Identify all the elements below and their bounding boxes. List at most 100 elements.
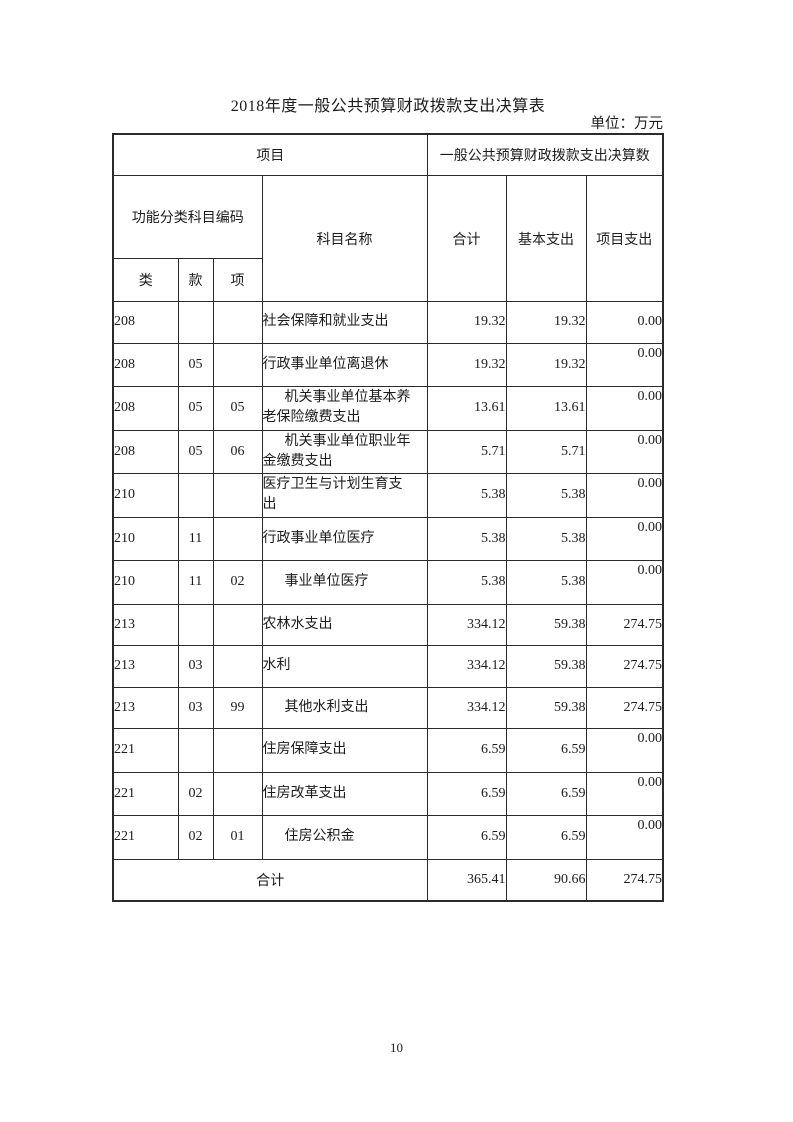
header-project-expenditure: 项目支出 bbox=[585, 175, 664, 302]
project-expenditure-cell: 274.75 bbox=[585, 645, 664, 688]
table-row: 210 11 02 事业单位医疗 5.38 5.38 0.00 bbox=[112, 560, 664, 605]
item-code-cell bbox=[212, 301, 263, 344]
project-expenditure-cell: 274.75 bbox=[585, 686, 664, 729]
item-code-cell: 99 bbox=[212, 686, 263, 729]
class-code-cell: 210 bbox=[112, 560, 179, 605]
table-row: 210 医疗卫生与计划生育支 出 5.38 5.38 0.00 bbox=[112, 473, 664, 518]
table-row: 213 农林水支出 334.12 59.38 274.75 bbox=[112, 603, 664, 646]
header-code-class: 类 bbox=[112, 258, 179, 302]
item-code-cell bbox=[212, 516, 263, 561]
header-total: 合计 bbox=[426, 175, 507, 302]
project-expenditure-cell: 0.00 bbox=[585, 342, 664, 387]
class-code-cell: 221 bbox=[112, 728, 179, 773]
total-cell: 13.61 bbox=[426, 386, 507, 431]
header-subject-name: 科目名称 bbox=[261, 175, 428, 302]
section-code-cell: 05 bbox=[177, 342, 214, 387]
item-code-cell: 05 bbox=[212, 386, 263, 431]
section-code-cell: 02 bbox=[177, 771, 214, 816]
section-code-cell: 05 bbox=[177, 386, 214, 431]
table-row: 210 11 行政事业单位医疗 5.38 5.38 0.00 bbox=[112, 516, 664, 561]
item-code-cell: 06 bbox=[212, 429, 263, 474]
total-cell: 334.12 bbox=[426, 686, 507, 729]
class-code-cell: 213 bbox=[112, 603, 179, 646]
total-sum-cell: 365.41 bbox=[426, 858, 507, 901]
total-project-cell: 274.75 bbox=[585, 858, 664, 901]
item-code-cell bbox=[212, 728, 263, 773]
class-code-cell: 213 bbox=[112, 686, 179, 729]
section-code-cell: 11 bbox=[177, 516, 214, 561]
table-row: 208 社会保障和就业支出 19.32 19.32 0.00 bbox=[112, 301, 664, 344]
project-expenditure-cell: 0.00 bbox=[585, 728, 664, 773]
item-code-cell bbox=[212, 771, 263, 816]
project-expenditure-cell: 0.00 bbox=[585, 473, 664, 518]
table-row: 213 03 水利 334.12 59.38 274.75 bbox=[112, 645, 664, 688]
total-cell: 5.71 bbox=[426, 429, 507, 474]
item-code-cell bbox=[212, 342, 263, 387]
section-code-cell bbox=[177, 301, 214, 344]
section-code-cell bbox=[177, 603, 214, 646]
basic-expenditure-cell: 19.32 bbox=[505, 342, 587, 387]
table-row: 221 02 01 住房公积金 6.59 6.59 0.00 bbox=[112, 815, 664, 860]
subject-name-cell: 其他水利支出 bbox=[261, 686, 428, 729]
project-expenditure-cell: 0.00 bbox=[585, 301, 664, 344]
subject-name-cell: 行政事业单位离退休 bbox=[261, 342, 428, 387]
subject-name-cell: 事业单位医疗 bbox=[261, 560, 428, 605]
budget-table: 项目 一般公共预算财政拨款支出决算数 功能分类科目编码 科目名称 合计 基本支出… bbox=[112, 133, 664, 902]
header-basic-expenditure: 基本支出 bbox=[505, 175, 587, 302]
item-code-cell: 02 bbox=[212, 560, 263, 605]
page-title: 2018年度一般公共预算财政拨款支出决算表 bbox=[230, 98, 546, 115]
project-expenditure-cell: 0.00 bbox=[585, 771, 664, 816]
header-code-item: 项 bbox=[212, 258, 263, 302]
class-code-cell: 221 bbox=[112, 815, 179, 860]
header-amount-group: 一般公共预算财政拨款支出决算数 bbox=[426, 133, 664, 176]
basic-expenditure-cell: 59.38 bbox=[505, 645, 587, 688]
header-row-codes: 类 款 项 bbox=[112, 258, 663, 302]
subject-name-cell: 住房保障支出 bbox=[261, 728, 428, 773]
item-code-cell: 01 bbox=[212, 815, 263, 860]
basic-expenditure-cell: 13.61 bbox=[505, 386, 587, 431]
class-code-cell: 208 bbox=[112, 386, 179, 431]
section-code-cell: 11 bbox=[177, 560, 214, 605]
section-code-cell: 05 bbox=[177, 429, 214, 474]
basic-expenditure-cell: 6.59 bbox=[505, 728, 587, 773]
total-cell: 5.38 bbox=[426, 560, 507, 605]
subject-name-cell: 社会保障和就业支出 bbox=[261, 301, 428, 344]
total-row: 合计 365.41 90.66 274.75 bbox=[112, 858, 664, 901]
item-code-cell bbox=[212, 603, 263, 646]
header-function-code: 功能分类科目编码 bbox=[112, 175, 263, 259]
table-row: 208 05 行政事业单位离退休 19.32 19.32 0.00 bbox=[112, 342, 664, 387]
class-code-cell: 208 bbox=[112, 301, 179, 344]
table-row: 208 05 06 机关事业单位职业年 金缴费支出 5.71 5.71 0.00 bbox=[112, 429, 664, 474]
basic-expenditure-cell: 5.38 bbox=[505, 516, 587, 561]
basic-expenditure-cell: 59.38 bbox=[505, 603, 587, 646]
section-code-cell bbox=[177, 728, 214, 773]
subject-name-cell: 住房改革支出 bbox=[261, 771, 428, 816]
basic-expenditure-cell: 5.38 bbox=[505, 560, 587, 605]
total-cell: 334.12 bbox=[426, 645, 507, 688]
basic-expenditure-cell: 5.38 bbox=[505, 473, 587, 518]
subject-name-cell: 行政事业单位医疗 bbox=[261, 516, 428, 561]
project-expenditure-cell: 274.75 bbox=[585, 603, 664, 646]
subject-name-cell: 水利 bbox=[261, 645, 428, 688]
table-header: 项目 一般公共预算财政拨款支出决算数 功能分类科目编码 科目名称 合计 基本支出… bbox=[112, 133, 664, 302]
total-cell: 6.59 bbox=[426, 771, 507, 816]
subject-name-cell: 农林水支出 bbox=[261, 603, 428, 646]
class-code-cell: 221 bbox=[112, 771, 179, 816]
page-number: 10 bbox=[390, 1040, 403, 1055]
project-expenditure-cell: 0.00 bbox=[585, 815, 664, 860]
class-code-cell: 210 bbox=[112, 473, 179, 518]
total-cell: 6.59 bbox=[426, 728, 507, 773]
total-cell: 5.38 bbox=[426, 473, 507, 518]
subject-name-cell: 机关事业单位基本养 老保险缴费支出 bbox=[261, 386, 428, 431]
class-code-cell: 210 bbox=[112, 516, 179, 561]
table-row: 221 02 住房改革支出 6.59 6.59 0.00 bbox=[112, 771, 664, 816]
total-cell: 19.32 bbox=[426, 342, 507, 387]
basic-expenditure-cell: 6.59 bbox=[505, 771, 587, 816]
item-code-cell bbox=[212, 473, 263, 518]
basic-expenditure-cell: 59.38 bbox=[505, 686, 587, 729]
basic-expenditure-cell: 5.71 bbox=[505, 429, 587, 474]
total-cell: 5.38 bbox=[426, 516, 507, 561]
total-cell: 334.12 bbox=[426, 603, 507, 646]
subject-name-cell: 机关事业单位职业年 金缴费支出 bbox=[261, 429, 428, 474]
total-cell: 19.32 bbox=[426, 301, 507, 344]
